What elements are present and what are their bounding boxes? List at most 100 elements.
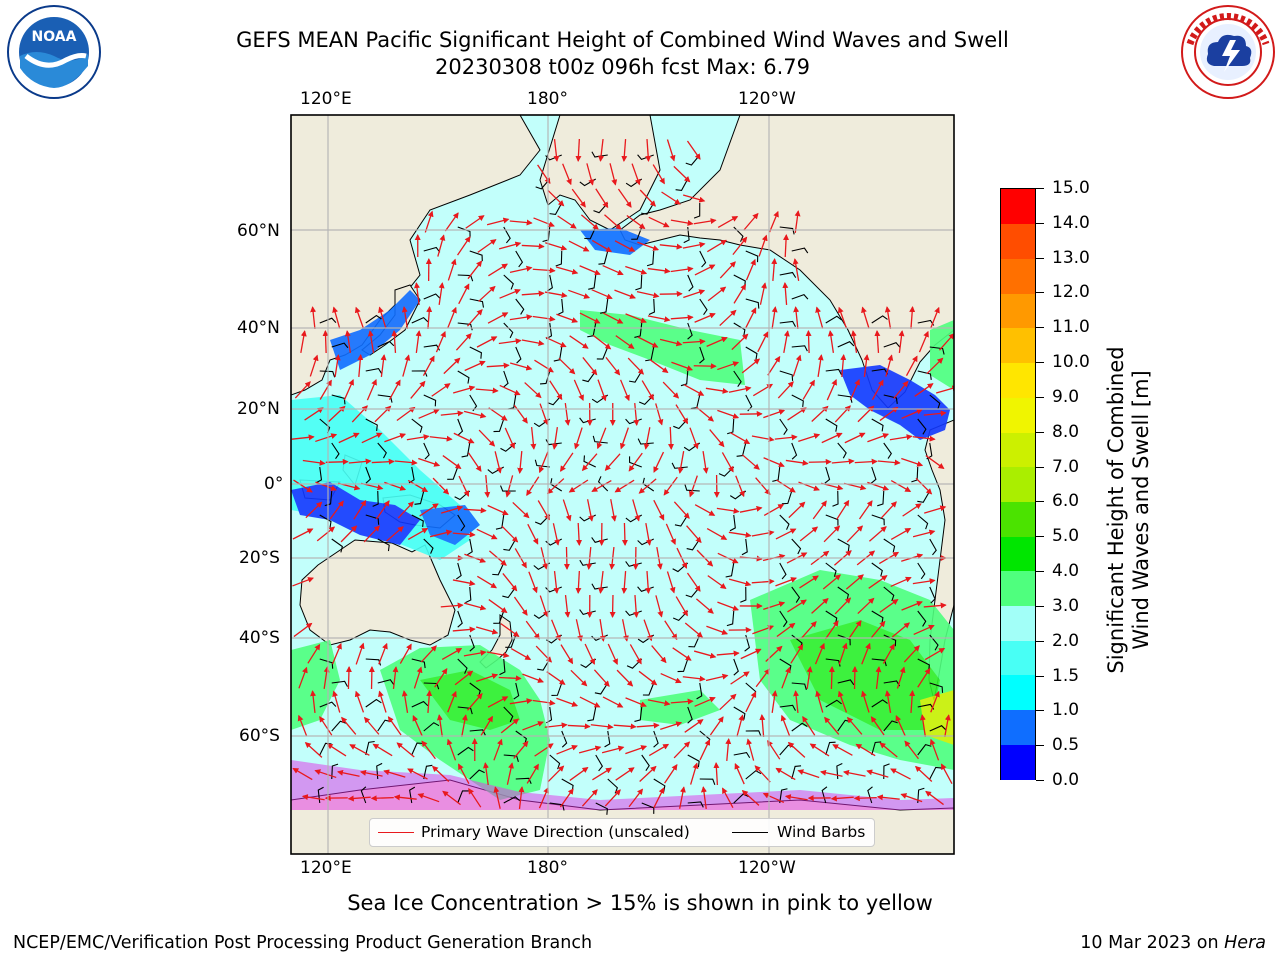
wave-direction-arrow [850,330,858,353]
wave-direction-arrow [486,217,510,226]
wave-direction-arrow [709,429,725,448]
wave-direction-arrow [394,459,418,466]
lat-label-20s: 20°S [239,548,280,568]
wave-direction-arrow [925,790,944,806]
wave-direction-arrow [336,769,360,777]
wind-barb [365,367,383,374]
wave-direction-arrow [745,258,756,281]
wave-direction-arrow [464,360,486,372]
wave-direction-arrow [765,645,783,662]
wave-direction-arrow [466,692,483,711]
wave-direction-arrow [307,643,321,664]
wind-barb [503,322,514,339]
wind-barb [687,322,693,340]
wave-direction-arrow [759,714,766,738]
wind-barb [821,786,828,804]
wave-direction-arrow [334,354,341,377]
wave-direction-arrow [500,623,520,637]
wind-barb [469,634,475,652]
wave-direction-arrow [633,594,640,618]
wave-direction-arrow [429,529,453,538]
wave-direction-arrow [518,786,525,810]
wave-direction-arrow [638,670,658,686]
wave-direction-arrow [666,571,676,594]
wave-direction-arrow [396,742,415,758]
wave-direction-arrow [625,265,648,275]
wave-direction-arrow [776,622,796,638]
machine-name: Hera [1224,933,1266,953]
wave-direction-arrow [488,599,508,613]
wave-direction-arrow [915,477,933,495]
bottom-lon-label-120e: 120°E [300,858,352,878]
wave-direction-arrow [757,331,769,353]
colorbar-segment [1001,501,1035,537]
wave-direction-arrow [846,525,864,543]
wave-direction-arrow [521,290,545,297]
wave-direction-arrow [717,361,740,371]
wave-direction-arrow [500,718,520,734]
wave-direction-arrow [639,189,656,207]
wave-direction-arrow [397,501,414,519]
colorbar-tick-label: 2.0 [1052,630,1080,651]
wave-direction-arrow [478,429,496,447]
wind-barb [587,706,597,722]
wave-direction-arrow [694,504,716,516]
lat-label-40s: 40°S [239,628,280,648]
wave-direction-arrow [728,578,752,587]
wave-direction-arrow [788,501,806,519]
wave-direction-arrow [602,696,624,708]
wave-direction-arrow [359,769,383,777]
wave-direction-arrow [880,501,897,519]
wind-barb [917,418,927,435]
wind-barb [825,418,838,432]
wave-direction-arrow [709,716,724,736]
wave-direction-arrow [579,312,601,324]
wave-direction-arrow [575,138,582,162]
wind-barb [557,298,564,316]
colorbar-title-line2: Wind Waves and Swell [m] [1129,370,1153,650]
wave-direction-arrow [870,620,886,639]
wave-direction-arrow [366,378,377,401]
wave-direction-arrow [858,500,873,520]
wave-direction-arrow [902,503,922,517]
wave-direction-arrow [848,620,862,640]
wind-barb [447,466,459,480]
wave-direction-arrow [487,504,509,516]
wave-direction-arrow [551,619,561,642]
wind-barb [493,610,505,624]
wave-direction-arrow [792,354,802,377]
wave-direction-arrow [614,240,636,252]
wind-barb [837,634,851,646]
wind-barb [469,346,482,359]
wave-direction-arrow [713,762,720,786]
colorbar-tick-mark [1036,710,1044,712]
wind-barb [832,490,839,507]
wave-direction-arrow [728,385,752,393]
colorbar-tick-label: 7.0 [1052,456,1080,477]
wind-barb [641,802,655,814]
wave-direction-arrow [402,354,411,377]
wave-direction-arrow [498,241,522,250]
wave-direction-arrow [442,455,462,470]
chart-subtitle: 20230308 t00z 096h fcst Max: 6.79 [435,55,810,79]
wave-direction-arrow [705,673,729,682]
wave-direction-arrow [322,330,329,354]
wave-direction-arrow [670,698,694,705]
wave-direction-arrow [447,306,457,329]
wind-barb [377,679,395,685]
colorbar [1000,188,1036,780]
wave-direction-arrow [331,642,342,665]
colorbar-segment [1001,327,1035,364]
wind-barb [455,562,462,580]
wave-direction-arrow [476,336,498,348]
wave-direction-arrow [513,740,529,759]
wave-direction-arrow [767,355,781,376]
wind-barb [549,202,563,215]
wave-direction-arrow [467,260,483,280]
wave-direction-arrow [584,643,595,665]
wave-direction-arrow [545,336,567,348]
wave-direction-arrow [636,290,660,299]
wave-direction-arrow [617,188,632,208]
wind-barb [331,394,346,405]
wave-direction-arrow [297,714,308,737]
